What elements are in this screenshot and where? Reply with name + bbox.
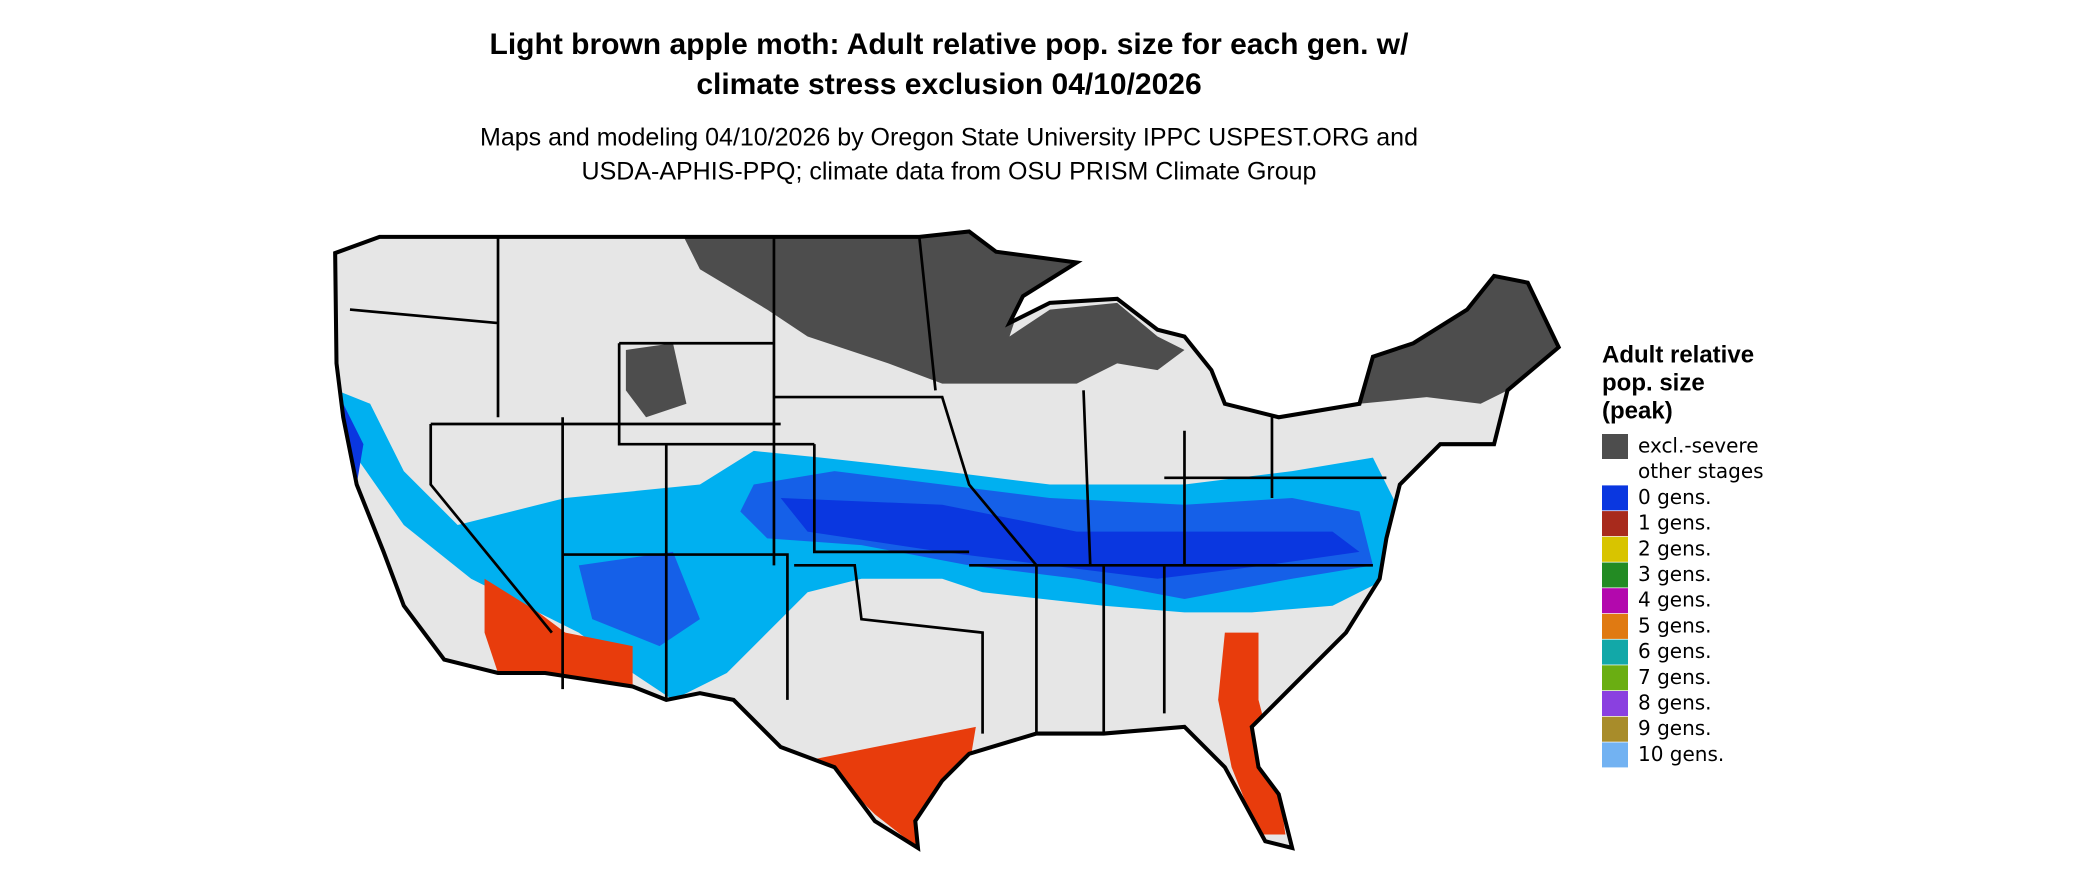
legend-label: excl.-severe (1638, 434, 1759, 458)
legend-swatch (1602, 536, 1628, 562)
legend-label: 4 gens. (1638, 588, 1712, 612)
legend-label: 6 gens. (1638, 639, 1712, 663)
legend-title: (peak) (1602, 397, 1673, 424)
legend-label: 10 gens. (1638, 742, 1724, 766)
legend-label: 7 gens. (1638, 665, 1712, 689)
legend-swatch (1602, 716, 1628, 742)
legend-swatch (1602, 459, 1628, 485)
legend-swatch (1602, 434, 1628, 459)
legend-swatch (1602, 691, 1628, 716)
state-borders (335, 232, 1559, 848)
subtitle-line: Maps and modeling 04/10/2026 by Oregon S… (480, 124, 1418, 152)
legend-label: 9 gens. (1638, 716, 1712, 740)
legend-label: 1 gens. (1638, 511, 1712, 535)
legend-swatch (1602, 588, 1628, 614)
legend-title: Adult relative (1602, 341, 1754, 368)
legend-swatch (1602, 665, 1628, 691)
legend-swatch (1602, 742, 1628, 768)
legend-swatch (1602, 485, 1628, 511)
legend-swatch (1602, 639, 1628, 665)
legend-swatch (1602, 613, 1628, 639)
legend-swatch (1602, 562, 1628, 588)
title-line: Light brown apple moth: Adult relative p… (490, 28, 1410, 61)
us-map (323, 215, 1575, 861)
legend-label: other stages (1638, 459, 1764, 483)
legend-label: 3 gens. (1638, 562, 1712, 586)
legend-label: 0 gens. (1638, 485, 1712, 509)
legend: Adult relative pop. size (peak) excl.-se… (1602, 341, 1764, 768)
subtitle-line: USDA-APHIS-PPQ; climate data from OSU PR… (582, 158, 1317, 186)
legend-label: 5 gens. (1638, 613, 1712, 637)
title-line: climate stress exclusion 04/10/2026 (696, 68, 1201, 101)
legend-swatch (1602, 511, 1628, 537)
legend-label: 8 gens. (1638, 691, 1712, 715)
legend-label: 2 gens. (1638, 536, 1712, 560)
legend-title: pop. size (1602, 369, 1705, 396)
